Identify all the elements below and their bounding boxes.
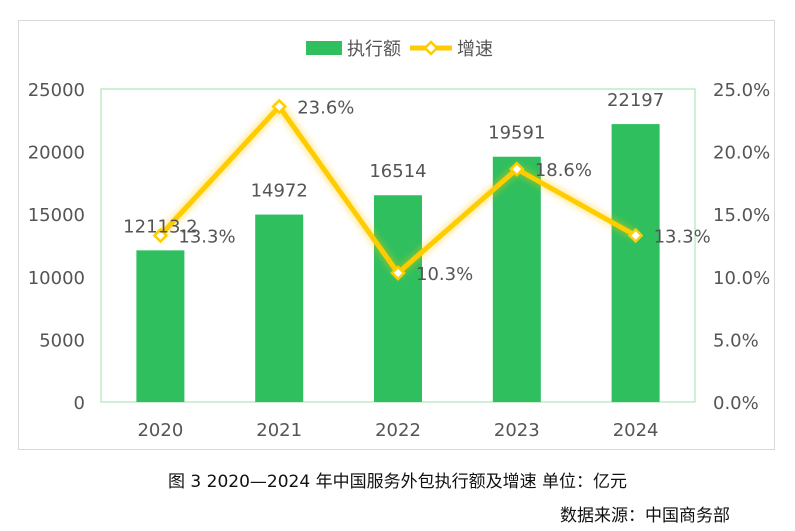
bar-data-label: 16514 <box>369 161 426 182</box>
legend-line-label: 增速 <box>457 39 493 60</box>
x-tick-label: 2021 <box>256 420 302 441</box>
bar-data-label: 22197 <box>607 90 664 111</box>
combo-chart: 0 5000 10000 15000 20000 25000 0.0% 5.0% 10.0% 15… <box>28 39 770 441</box>
bar <box>255 214 304 402</box>
x-tick-label: 2022 <box>375 420 421 441</box>
line-marker <box>271 98 287 115</box>
y-left-tick-label: 10000 <box>28 268 85 289</box>
x-tick-label: 2023 <box>494 420 540 441</box>
y-right-tick-label: 15.0% <box>713 205 770 226</box>
y-left-tick-label: 0 <box>74 393 85 414</box>
bar <box>374 195 422 402</box>
bar <box>136 250 185 402</box>
legend-bar-label: 执行额 <box>347 39 401 60</box>
y-right-tick-label: 10.0% <box>713 268 770 289</box>
bar-data-label: 12113.2 <box>123 216 197 237</box>
bar <box>492 156 541 402</box>
y-left-tick-label: 25000 <box>28 80 85 101</box>
line-data-label: 10.3% <box>416 264 473 285</box>
y-right-tick-label: 20.0% <box>713 143 770 164</box>
line-marker <box>627 227 644 244</box>
bar-data-label: 14972 <box>251 181 308 202</box>
line-data-label: 18.6% <box>535 160 592 181</box>
bar-data-label: 19591 <box>488 123 545 144</box>
legend-bar-swatch <box>306 41 342 55</box>
x-tick-label: 2024 <box>613 420 659 441</box>
legend-line-marker <box>423 40 439 56</box>
y-right-tick-label: 0.0% <box>713 393 759 414</box>
y-right-tick-label: 5.0% <box>713 330 759 351</box>
chart-container: 0 5000 10000 15000 20000 25000 0.0% 5.0% 10.0% 15… <box>18 20 775 450</box>
y-left-tick-label: 15000 <box>28 205 85 226</box>
x-tick-label: 2020 <box>137 420 183 441</box>
line-marker <box>390 265 406 281</box>
line-data-label: 13.3% <box>654 226 711 247</box>
line-marker <box>509 161 525 177</box>
line-marker <box>152 227 169 244</box>
y-left-tick-label: 20000 <box>28 143 85 164</box>
y-left-tick-label: 5000 <box>39 330 85 351</box>
bar <box>611 124 660 402</box>
data-source: 数据来源：中国商务部 <box>560 506 730 526</box>
line-data-label: 13.3% <box>178 226 235 247</box>
line-data-label: 23.6% <box>297 98 354 119</box>
figure-caption: 图 3 2020—2024 年中国服务外包执行额及增速 单位：亿元 <box>168 472 627 492</box>
y-right-tick-label: 25.0% <box>713 80 770 101</box>
